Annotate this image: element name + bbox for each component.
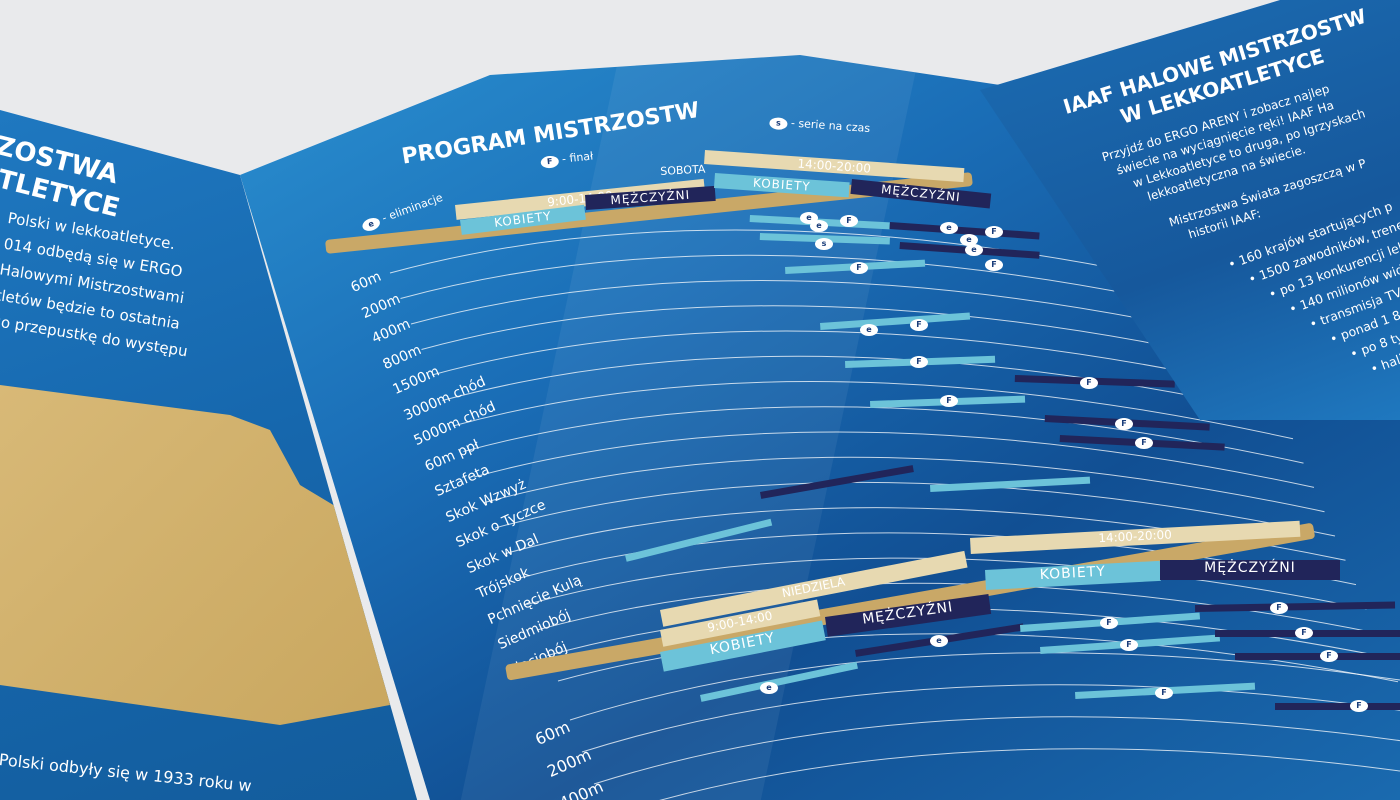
elimination-dot-icon: e [760,682,778,694]
final-dot-icon: F [1080,377,1098,389]
left-paragraph: Polski w lekkoatletyce. 014 odbędą się w… [0,205,206,364]
elimination-dot-icon: e [965,244,983,256]
series-dot-icon: s [815,238,833,250]
row-line [526,557,1367,610]
final-dot-icon: F [1270,602,1288,614]
elimination-dot-icon: e [860,324,878,336]
final-dot-icon: F [1135,437,1153,449]
row-line [431,330,1273,391]
final-dot-icon: F [985,259,1003,271]
final-dot-icon: F [1350,700,1368,712]
schedule-bar [1235,653,1400,660]
final-dot-icon: F [1320,650,1338,662]
final-dot-icon: F [940,395,958,407]
row-line [569,652,1400,721]
row-line [473,431,1315,488]
final-dot-icon: F [1115,418,1133,430]
row-line [400,254,1241,318]
elimination-dot-icon: e [810,220,828,232]
row-line [484,456,1325,513]
final-dot-icon: F [910,319,928,331]
elimination-dot-icon: e [930,635,948,647]
row-line [452,380,1294,440]
row-line [442,355,1283,415]
final-dot-icon: F [850,262,868,274]
final-dot-icon: F [1155,687,1173,699]
row-line [389,229,1231,294]
row-line [605,748,1400,800]
schedule-bar [1275,703,1400,710]
final-dot-icon: F [840,215,858,227]
elimination-dot-icon: e [940,222,958,234]
row-line [410,280,1252,343]
men-column-header: MĘŻCZYŹNI [1160,560,1340,580]
row-line [581,684,1400,753]
row-line [494,481,1336,537]
row-line [515,532,1357,586]
final-dot-icon: F [985,226,1003,238]
row-line [421,305,1262,367]
final-dot-icon: F [1295,627,1313,639]
final-dot-icon: F [910,356,928,368]
final-dot-icon: F [1100,617,1118,629]
final-dot-icon: F [1120,639,1138,651]
left-bottom-text: Polski odbyły się w 1933 roku w [0,750,253,796]
elimination-dot-icon: e [960,234,978,246]
row-line [593,716,1400,785]
row-line [463,406,1304,464]
